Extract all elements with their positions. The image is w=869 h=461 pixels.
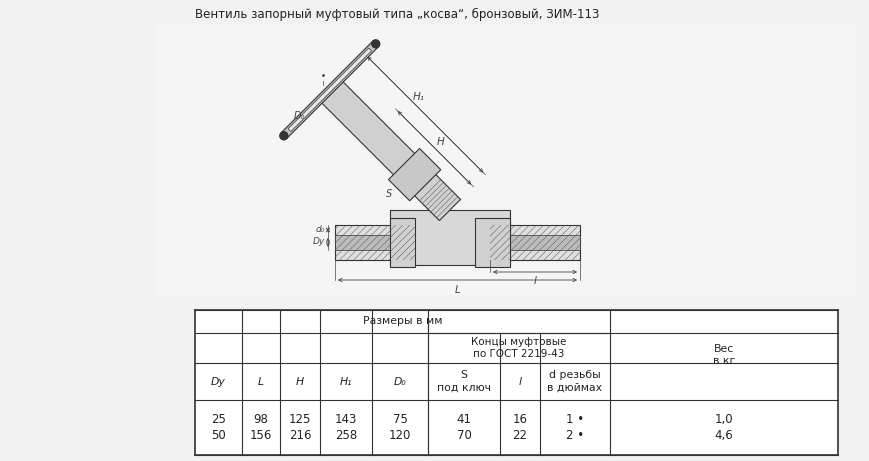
Bar (195, 310, 837, 455)
Polygon shape (389, 218, 415, 267)
Text: l: l (518, 377, 521, 386)
Circle shape (371, 40, 379, 48)
Text: S: S (386, 189, 392, 199)
Text: l: l (533, 276, 536, 286)
Text: Концы муфтовые
по ГОСТ 2219-43: Концы муфтовые по ГОСТ 2219-43 (471, 337, 566, 359)
Text: S
под ключ: S под ключ (436, 370, 490, 393)
Text: 125
216: 125 216 (289, 413, 311, 442)
Text: D₀: D₀ (393, 377, 406, 386)
Text: Вентиль запорный муфтовый типа „косва“, бронзовый, ЗИМ-113: Вентиль запорный муфтовый типа „косва“, … (195, 8, 599, 21)
Polygon shape (335, 235, 389, 250)
Text: 1 •
2 •: 1 • 2 • (566, 413, 583, 442)
Polygon shape (288, 48, 371, 131)
Text: H₁: H₁ (340, 377, 352, 386)
Bar (155, 25, 854, 295)
Text: 16
22: 16 22 (512, 413, 527, 442)
Text: D₀: D₀ (293, 111, 304, 121)
Polygon shape (319, 79, 460, 221)
Circle shape (280, 132, 288, 140)
Text: Dy: Dy (211, 377, 226, 386)
Text: d резьбы
в дюймах: d резьбы в дюймах (547, 370, 602, 393)
Text: Dу: Dу (312, 237, 325, 247)
Polygon shape (335, 225, 415, 260)
Polygon shape (489, 225, 580, 260)
Polygon shape (509, 235, 580, 250)
Text: 98
156: 98 156 (249, 413, 272, 442)
Text: Вес
в кг: Вес в кг (712, 344, 734, 366)
Text: L: L (258, 377, 263, 386)
Text: 25
50: 25 50 (211, 413, 226, 442)
Text: d₀: d₀ (315, 225, 325, 235)
Text: 143
258: 143 258 (335, 413, 357, 442)
Polygon shape (388, 148, 441, 201)
Polygon shape (474, 218, 509, 267)
Polygon shape (281, 41, 378, 139)
Text: H: H (295, 377, 303, 386)
Polygon shape (389, 210, 509, 265)
Text: 75
120: 75 120 (388, 413, 411, 442)
Text: 1,0
4,6: 1,0 4,6 (713, 413, 733, 442)
Text: 41
70: 41 70 (456, 413, 471, 442)
Text: L: L (454, 285, 460, 295)
Text: H: H (435, 137, 443, 147)
Text: H₁: H₁ (413, 92, 424, 102)
Text: Размеры в мм: Размеры в мм (362, 317, 441, 326)
